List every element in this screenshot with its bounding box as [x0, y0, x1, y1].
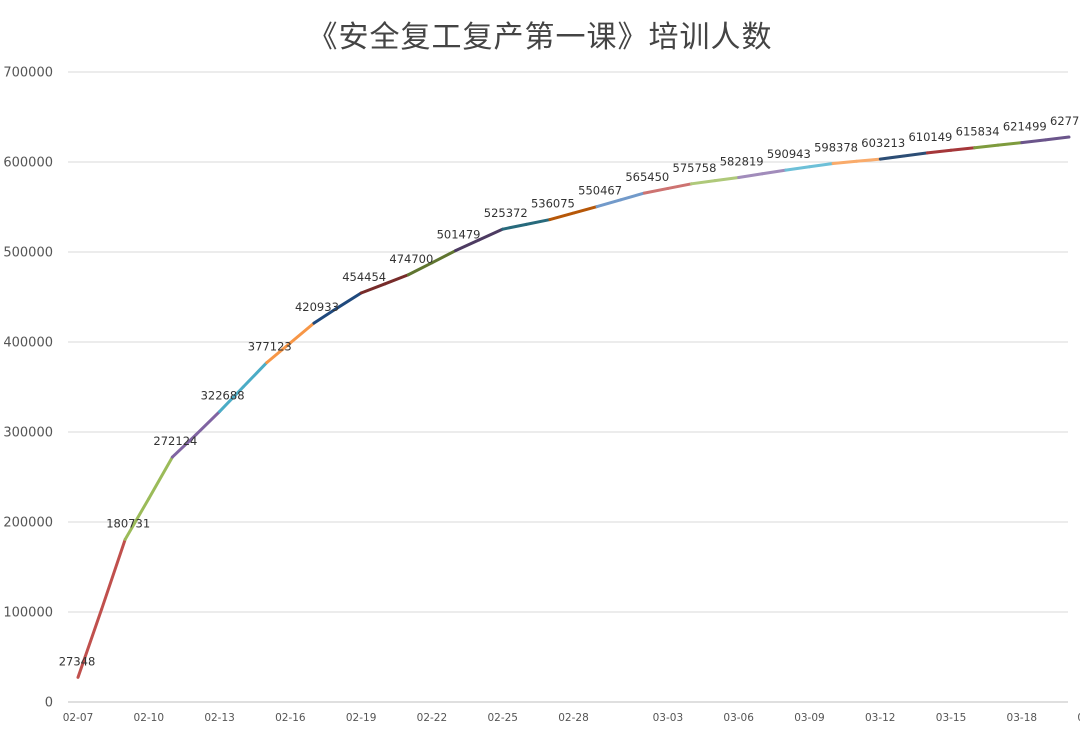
data-label: 615834: [956, 125, 1000, 139]
data-label: 590943: [767, 147, 811, 161]
line-series: [76, 135, 1071, 679]
data-label: 598378: [814, 140, 858, 154]
line-segment: [784, 165, 811, 172]
x-tick-label: 02-22: [417, 712, 448, 724]
chart-title: 《安全复工复产第一课》培训人数: [307, 20, 773, 55]
line-segment: [878, 154, 906, 161]
data-label: 377123: [248, 340, 292, 354]
line-segment: [241, 361, 269, 389]
x-tick-label: 03-03: [653, 712, 684, 724]
line-segment: [100, 537, 127, 611]
line-segment: [170, 433, 198, 459]
data-label: 575758: [673, 161, 717, 175]
line-segment: [336, 291, 363, 310]
y-tick-label: 700000: [3, 66, 53, 81]
data-label: 501479: [437, 228, 481, 242]
line-segment: [996, 141, 1024, 147]
line-segment: [548, 211, 575, 222]
line-segment: [572, 205, 599, 215]
line-segment: [642, 186, 670, 195]
data-label: 272124: [153, 434, 197, 448]
line-segment: [973, 143, 1000, 150]
x-tick-label: 03-21: [1077, 712, 1080, 724]
line-segment: [359, 282, 387, 295]
x-tick-label: 02-10: [134, 712, 165, 724]
line-segment: [218, 385, 245, 414]
line-segment: [383, 273, 410, 286]
line-segment: [666, 182, 693, 190]
data-label: 474700: [389, 252, 433, 266]
line-segment: [477, 227, 505, 242]
line-segment: [265, 341, 292, 365]
line-segment: [312, 306, 340, 325]
y-tick-label: 0: [45, 696, 53, 711]
data-label: 550467: [578, 184, 622, 198]
line-segment: [595, 198, 623, 209]
y-tick-label: 400000: [3, 336, 53, 351]
data-label: 565450: [625, 170, 669, 184]
x-tick-label: 02-16: [275, 712, 306, 724]
line-segment: [902, 151, 929, 158]
data-label: 525372: [484, 206, 528, 220]
line-segment: [454, 238, 481, 253]
data-label: 454454: [342, 270, 386, 284]
line-segment: [430, 249, 458, 265]
x-tick-label: 02-13: [204, 712, 235, 724]
line-segment: [619, 191, 646, 202]
y-tick-label: 100000: [3, 606, 53, 621]
line-segment: [807, 161, 835, 169]
y-tick-label: 500000: [3, 246, 53, 261]
x-tick-label: 02-07: [63, 712, 94, 724]
data-label: 582819: [720, 154, 764, 168]
line-segment: [501, 222, 528, 231]
line-segment: [831, 159, 859, 165]
line-segment: [689, 179, 717, 186]
data-labels: 27348 180731 272124 322688 377123 420933 45445…: [59, 114, 1080, 668]
line-segment: [760, 168, 788, 176]
line-segment: [288, 321, 316, 345]
line-segment: [1020, 138, 1047, 145]
line-segment: [524, 218, 552, 226]
line-segment: [949, 146, 977, 152]
line-segment: [737, 172, 764, 179]
data-label: 420933: [295, 300, 339, 314]
x-tick-label: 03-15: [936, 712, 967, 724]
data-label: 621499: [1003, 120, 1047, 134]
line-segment: [123, 497, 151, 541]
line-segment: [713, 175, 741, 183]
data-label: 610149: [908, 130, 952, 144]
x-tick-label: 02-19: [346, 712, 377, 724]
axes: 0 100000 200000 300000 400000 500000 600000 700…: [3, 66, 1080, 725]
line-segment: [855, 157, 882, 163]
data-label: 603213: [861, 136, 905, 150]
y-tick-label: 200000: [3, 516, 53, 531]
data-label: 536075: [531, 197, 575, 211]
line-segment: [406, 261, 434, 277]
line-segment: [147, 455, 174, 501]
line-segment: [194, 410, 222, 437]
x-tick-label: 03-06: [723, 712, 754, 724]
data-label: 627735: [1050, 114, 1080, 128]
line-segment: [925, 148, 953, 155]
data-label: 180731: [106, 516, 150, 530]
x-tick-label: 03-12: [865, 712, 896, 724]
gridlines: [68, 71, 1068, 613]
line-segment: [1043, 135, 1071, 142]
data-label: 322688: [201, 389, 245, 403]
data-label: 27348: [59, 654, 96, 668]
x-tick-label: 02-25: [487, 712, 518, 724]
x-tick-label: 03-09: [794, 712, 825, 724]
x-tick-label: 02-28: [558, 712, 589, 724]
y-tick-label: 600000: [3, 156, 53, 171]
y-tick-label: 300000: [3, 426, 53, 441]
line-segment: [76, 607, 104, 679]
x-tick-label: 03-18: [1007, 712, 1038, 724]
